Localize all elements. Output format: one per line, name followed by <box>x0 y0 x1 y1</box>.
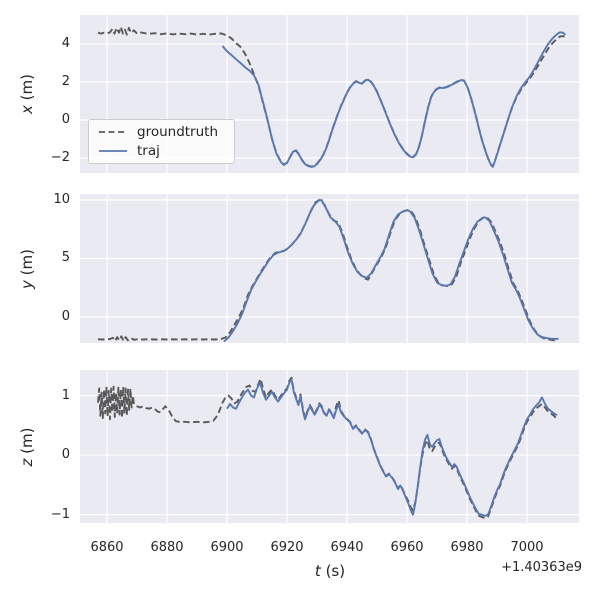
y-tick-label-x-0: 0 <box>61 112 70 127</box>
y-axis-label-y: y (m) <box>18 249 36 289</box>
y-tick-label-y-10: 10 <box>53 192 70 207</box>
dashed-line-swatch <box>99 131 127 134</box>
solid-line-swatch <box>99 149 127 152</box>
y-traj-line <box>223 199 559 343</box>
legend-label-groundtruth: groundtruth <box>137 124 219 141</box>
legend-label-traj: traj <box>137 142 160 159</box>
x-tick-label-6880: 6880 <box>150 540 184 555</box>
z-traj-line <box>226 378 558 517</box>
y-tick-label-z-0: 0 <box>61 447 70 462</box>
x-tick-label-7000: 7000 <box>510 540 544 555</box>
x-tick-label-6860: 6860 <box>90 540 124 555</box>
x-axis-label: t (s) <box>314 562 346 580</box>
subplot-y-plot-area <box>80 194 579 343</box>
y-tick-label-x-2: 2 <box>61 74 70 89</box>
y-tick-label-y-5: 5 <box>61 250 70 265</box>
subplot-z-plot-area <box>80 370 579 523</box>
x-groundtruth-line <box>97 26 567 168</box>
y-axis-label-z: z (m) <box>18 427 36 467</box>
y-tick-label-z--1: −1 <box>50 507 70 522</box>
x-traj-line <box>221 31 567 168</box>
y-axis-label-x: x (m) <box>18 74 36 114</box>
x-tick-label-6920: 6920 <box>270 540 304 555</box>
x-tick-label-6940: 6940 <box>330 540 364 555</box>
x-tick-label-6960: 6960 <box>390 540 424 555</box>
x-tick-label-6900: 6900 <box>210 540 244 555</box>
y-tick-label-y-0: 0 <box>61 309 70 324</box>
y-tick-label-z-1: 1 <box>61 388 70 403</box>
z-groundtruth-line <box>97 376 558 520</box>
y-tick-label-x--2: −2 <box>50 150 70 165</box>
x-tick-label-6980: 6980 <box>450 540 484 555</box>
legend-item-groundtruth: groundtruth <box>98 124 225 140</box>
x-axis-offset-text: +1.40363e9 <box>501 560 582 575</box>
legend-item-traj: traj <box>98 143 225 159</box>
legend: groundtruth traj <box>88 119 235 164</box>
subplot-x-plot-area <box>80 15 579 173</box>
y-tick-label-x-4: 4 <box>61 36 70 51</box>
